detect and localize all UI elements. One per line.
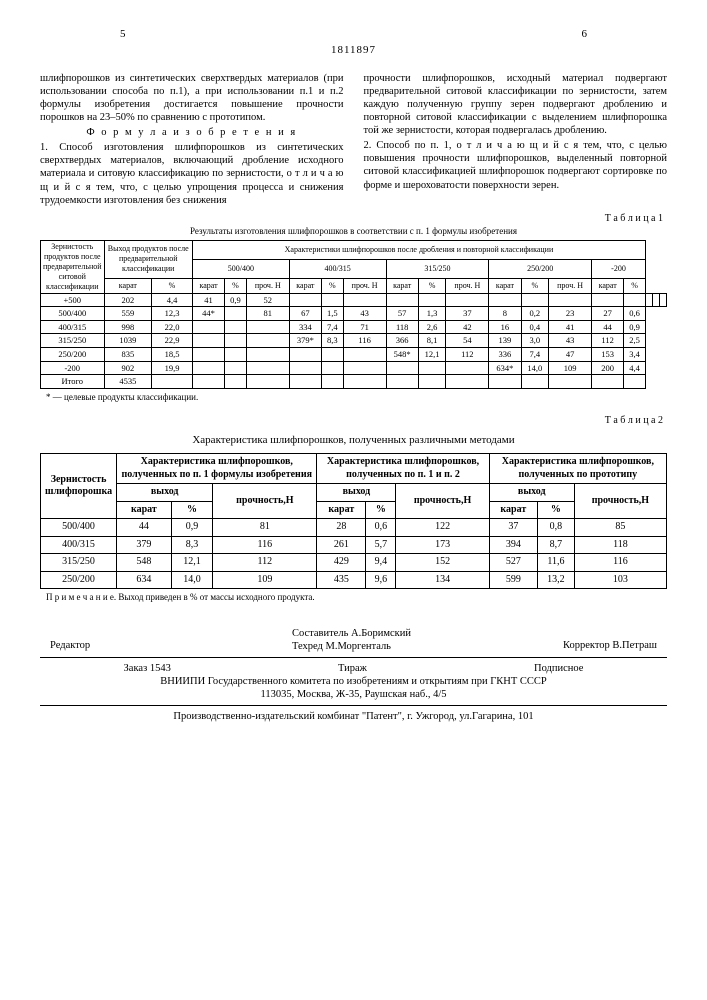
subscription: Подписное bbox=[534, 662, 583, 675]
address: 113035, Москва, Ж-35, Раушская наб., 4/5 bbox=[40, 688, 667, 701]
table2-title: Характеристика шлифпорошков, полученных … bbox=[40, 434, 667, 448]
table1-subcaption: Результаты изготовления шлифпорошков в с… bbox=[40, 226, 667, 237]
table-row: 250/20083518,5548*12,11123367,4471533,4 bbox=[41, 348, 667, 362]
table-row: Итого4535 bbox=[41, 375, 667, 389]
claim-2: 2. Способ по п. 1, о т л и ч а ю щ и й с… bbox=[364, 139, 668, 192]
page-no-left: 5 bbox=[120, 28, 126, 42]
table-row: 315/25054812,11124299,415252711,6116 bbox=[41, 554, 667, 572]
tirage: Тираж bbox=[338, 662, 367, 675]
claim-1: 1. Способ изготовления шлифпорошков из с… bbox=[40, 141, 344, 207]
body-text: шлифпорошков из синтетических сверхтверд… bbox=[40, 72, 667, 207]
order-no: Заказ 1543 bbox=[124, 662, 171, 675]
table2: Зернистость шлифпорошка Характеристика ш… bbox=[40, 453, 667, 589]
table-row: +5002024,4410,952 bbox=[41, 293, 667, 307]
table2-note: П р и м е ч а н и е. Выход приведен в % … bbox=[46, 592, 667, 603]
page-no-right: 6 bbox=[582, 28, 588, 42]
production: Производственно-издательский комбинат "П… bbox=[40, 710, 667, 723]
org: ВНИИПИ Государственного комитета по изоб… bbox=[40, 675, 667, 688]
table2-caption: Т а б л и ц а 2 bbox=[40, 415, 663, 428]
compiler: Составитель А.Боримский bbox=[292, 627, 411, 640]
table-row: -20090219,9634*14,01092004,4 bbox=[41, 361, 667, 375]
table1-note: * — целевые продукты классификации. bbox=[46, 392, 667, 403]
formula-heading: Ф о р м у л а и з о б р е т е н и я bbox=[40, 126, 344, 139]
table-row: карат% карат% карат% bbox=[41, 501, 667, 519]
para: шлифпорошков из синтетических сверхтверд… bbox=[40, 72, 344, 125]
table-row: 500/400440,981280,6122370,885 bbox=[41, 519, 667, 537]
table-row: 400/3153798,31162615,71733948,7118 bbox=[41, 536, 667, 554]
table-row: 400/31599822,03347,4711182,642160,441440… bbox=[41, 320, 667, 334]
footer: Редактор Составитель А.Боримский Техред … bbox=[40, 626, 667, 724]
table-row: 500/40055912,344*81671,543571,33780,2232… bbox=[41, 307, 667, 321]
table-row: Зернистость продуктов после предваритель… bbox=[41, 240, 667, 259]
techred: Техред М.Моргенталь bbox=[292, 640, 411, 653]
table-row: 250/20063414,01094359,613459913,2103 bbox=[41, 571, 667, 589]
table1-caption: Т а б л и ц а 1 bbox=[40, 213, 663, 226]
table1: Зернистость продуктов после предваритель… bbox=[40, 240, 667, 389]
patent-number: 1811897 bbox=[40, 44, 667, 58]
table-row: карат% карат%проч. Н карат%проч. Н карат… bbox=[41, 278, 667, 293]
table-row: выходпрочность,Н выходпрочность,Н выходп… bbox=[41, 484, 667, 502]
table-row: 315/250103922,9379*8,31163668,1541393,04… bbox=[41, 334, 667, 348]
editor-label: Редактор bbox=[50, 627, 140, 653]
para: прочности шлифпорошков, исходный материа… bbox=[364, 72, 668, 138]
table-row: Зернистость шлифпорошка Характеристика ш… bbox=[41, 454, 667, 484]
corrector: Корректор В.Петраш bbox=[563, 627, 657, 653]
